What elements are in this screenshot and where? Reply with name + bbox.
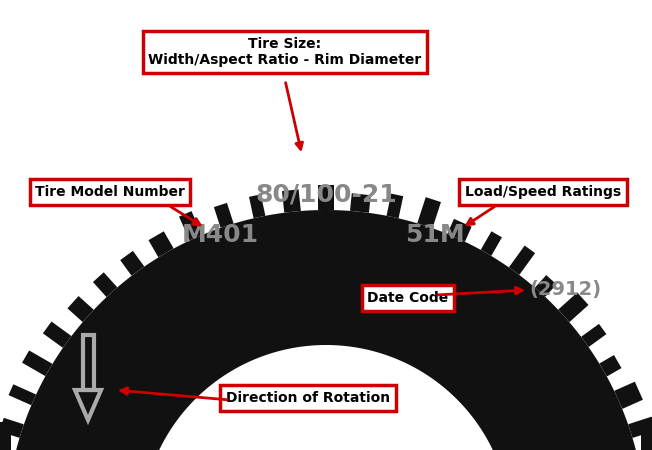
Polygon shape [93,272,117,297]
Polygon shape [581,324,606,347]
Polygon shape [350,193,371,213]
Polygon shape [179,211,202,240]
Polygon shape [535,275,557,297]
Polygon shape [417,197,441,228]
Polygon shape [614,382,643,409]
Text: Load/Speed Ratings: Load/Speed Ratings [465,185,621,199]
Polygon shape [214,203,233,228]
Polygon shape [249,194,265,218]
Text: Direction of Rotation: Direction of Rotation [226,391,390,405]
Polygon shape [43,322,72,348]
Polygon shape [149,231,173,257]
Polygon shape [318,185,334,210]
Polygon shape [599,355,621,377]
Polygon shape [67,296,94,322]
Polygon shape [0,434,11,446]
Polygon shape [641,436,652,450]
Polygon shape [120,251,144,276]
Polygon shape [641,432,652,448]
Polygon shape [481,231,502,256]
Text: Tire Model Number: Tire Model Number [35,185,185,199]
Polygon shape [387,194,403,218]
Polygon shape [558,292,589,322]
Text: Tire Size:
Width/Aspect Ratio - Rim Diameter: Tire Size: Width/Aspect Ratio - Rim Diam… [149,37,422,67]
Text: M401: M401 [181,223,259,247]
Polygon shape [641,444,652,450]
Text: 80/100-21: 80/100-21 [255,183,397,207]
Polygon shape [282,189,301,213]
Text: 51M: 51M [405,223,465,247]
Polygon shape [0,418,24,438]
Polygon shape [447,219,471,242]
Polygon shape [8,384,36,405]
Polygon shape [0,424,11,446]
Polygon shape [641,428,652,442]
Polygon shape [0,442,11,450]
Polygon shape [22,351,52,376]
Polygon shape [628,417,652,438]
Polygon shape [0,423,11,437]
Polygon shape [0,437,11,450]
Polygon shape [509,246,535,275]
Text: (2912): (2912) [529,280,601,300]
Polygon shape [11,210,641,450]
Text: Date Code: Date Code [367,291,449,305]
Polygon shape [641,422,652,438]
